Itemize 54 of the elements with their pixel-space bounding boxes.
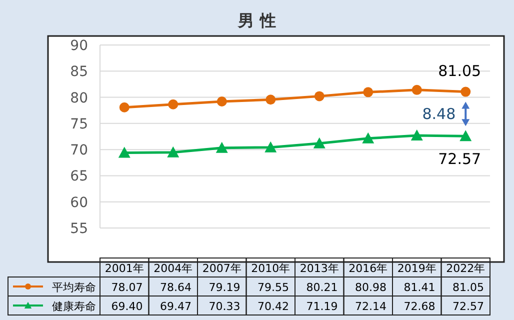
x-tick-label: 2022年 [446, 262, 486, 275]
data-label: 72.14 [355, 300, 386, 313]
x-tick-label: 2007年 [202, 262, 242, 275]
y-tick-label: 65 [70, 168, 88, 185]
point [313, 137, 326, 148]
y-tick-label: 70 [70, 142, 88, 159]
point [118, 146, 130, 158]
data-label: 80.21 [306, 281, 338, 294]
point [362, 132, 374, 144]
chart-title: 男 性 [237, 11, 276, 30]
data-label: 79.19 [208, 281, 240, 294]
point [266, 94, 276, 105]
y-tick-label: 90 [70, 38, 88, 54]
point [410, 130, 423, 141]
data-label: 78.07 [111, 281, 143, 294]
y-tick-label: 80 [70, 90, 88, 106]
point [264, 141, 277, 152]
data-label: 80.98 [355, 281, 386, 294]
x-tick-label: 2001年 [104, 262, 144, 275]
data-label: 70.42 [258, 300, 289, 313]
x-tick-label: 2004年 [154, 262, 193, 275]
data-label: 72.68 [404, 300, 436, 313]
data-label: 71.19 [306, 300, 338, 313]
y-tick-label: 85 [70, 64, 88, 80]
legend-label: 健康寿命 [52, 300, 96, 313]
point [314, 91, 324, 102]
point [460, 86, 471, 97]
data-label: 69.47 [160, 300, 192, 313]
data-label: 78.64 [160, 281, 192, 294]
y-tick-label: 75 [70, 116, 88, 132]
point [168, 99, 178, 110]
y-tick-label: 60 [70, 194, 88, 211]
data-label: 79.55 [258, 281, 289, 294]
data-label: 81.41 [404, 281, 436, 294]
annotation: 81.05 [438, 62, 482, 80]
data-label: 72.57 [452, 300, 484, 313]
point [412, 84, 422, 95]
point [216, 96, 227, 107]
point [363, 87, 374, 98]
legend-label: 平均寿命 [52, 281, 96, 294]
point [216, 142, 228, 153]
data-label: 81.05 [452, 281, 484, 294]
x-tick-label: 2010年 [251, 262, 290, 275]
x-tick-label: 2019年 [397, 262, 436, 275]
annotation: 8.48 [422, 104, 456, 123]
point [460, 130, 472, 142]
point [119, 102, 130, 112]
y-tick-label: 55 [70, 221, 88, 237]
x-tick-label: 2013年 [300, 262, 339, 275]
point [167, 146, 180, 158]
x-tick-label: 2016年 [348, 262, 388, 275]
annotation: 72.57 [438, 150, 482, 168]
data-label: 69.40 [111, 300, 143, 313]
data-label: 70.33 [208, 300, 240, 313]
